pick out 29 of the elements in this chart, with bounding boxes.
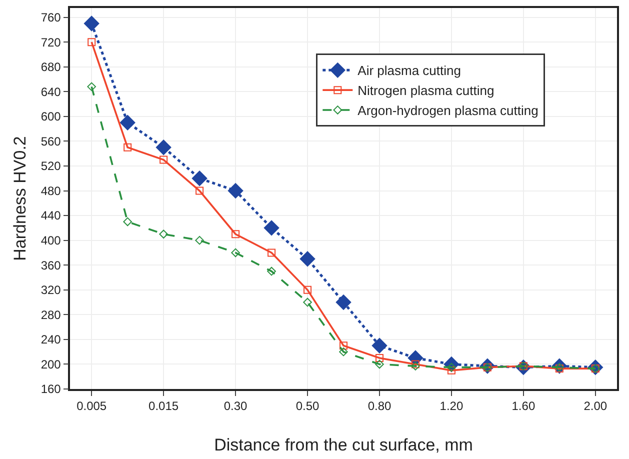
- y-tick-label: 760: [40, 10, 62, 24]
- y-tick-label: 560: [40, 134, 62, 148]
- y-tick-label: 360: [40, 258, 62, 272]
- y-tick-label: 720: [40, 35, 62, 50]
- x-tick-label: 0.80: [368, 399, 392, 414]
- x-tick-label: 0.015: [148, 399, 179, 414]
- y-tick-label: 400: [40, 234, 62, 248]
- y-tick-label: 200: [40, 357, 62, 372]
- x-tick-label: 0.50: [296, 399, 320, 414]
- legend-label: Air plasma cutting: [358, 63, 461, 78]
- x-tick-label: 1.20: [440, 399, 464, 414]
- y-tick-label: 240: [40, 332, 62, 347]
- y-tick-label: 440: [40, 208, 62, 223]
- y-tick-label: 600: [40, 110, 62, 124]
- x-axis-title: Distance from the cut surface, mm: [214, 436, 473, 454]
- y-tick-label: 680: [40, 60, 62, 74]
- y-tick-label: 280: [40, 308, 62, 322]
- x-tick-label: 2.00: [584, 399, 608, 414]
- y-axis-title: Hardness HV0.2: [10, 136, 30, 261]
- y-tick-label: 160: [40, 382, 62, 396]
- y-tick-label: 640: [40, 84, 62, 99]
- y-tick-label: 320: [40, 283, 62, 298]
- x-tick-label: 0.005: [76, 399, 107, 414]
- legend-label: Argon-hydrogen plasma cutting: [358, 103, 538, 118]
- y-tick-label: 520: [40, 159, 62, 174]
- x-tick-label: 1.60: [512, 399, 536, 414]
- x-tick-label: 0.30: [224, 399, 248, 414]
- y-tick-label: 480: [40, 184, 62, 198]
- legend-label: Nitrogen plasma cutting: [358, 83, 494, 98]
